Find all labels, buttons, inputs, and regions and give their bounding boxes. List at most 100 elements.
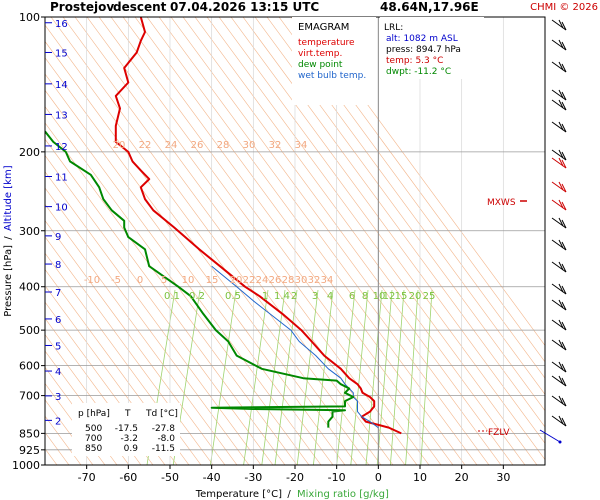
adiabat-label: 15 [206, 275, 219, 286]
y-tick-label: 100 [19, 11, 40, 24]
wind-barb [551, 39, 567, 51]
dry-adiabat [45, 138, 286, 465]
adiabat-label: 32 [308, 275, 321, 286]
mixing-ratio-line [405, 289, 419, 465]
wind-barb-flag [558, 217, 564, 227]
y-tick-label: 500 [19, 324, 40, 337]
mixing-ratio-line [365, 289, 383, 465]
x-tick-label: -40 [203, 471, 221, 484]
x-tick-label: 20 [455, 471, 469, 484]
wind-barb-flag [561, 321, 567, 331]
dry-adiabat [218, 17, 545, 461]
y-tick-label: 850 [19, 427, 40, 440]
wind-barb-flag [561, 397, 567, 407]
dry-adiabat [110, 17, 442, 465]
altitude-tick-label: 9 [55, 232, 61, 243]
table-cell: 0.9 [124, 444, 139, 454]
mixing-ratio-label: 12 [383, 291, 396, 302]
y-tick-label: 1000 [12, 459, 40, 472]
y-tick-label: 600 [19, 360, 40, 373]
lrl-box: LRL: alt: 1082 m ASL press: 894.7 hPa te… [380, 17, 484, 79]
dry-adiabat [182, 17, 514, 465]
profile-lines [45, 17, 402, 435]
lrl-dwpt: dwpt: -11.2 °C [386, 67, 451, 77]
dry-adiabat [45, 236, 214, 465]
adiabat-label: 30 [295, 275, 308, 286]
wind-barb [551, 199, 567, 211]
x-tick-label: 10 [413, 471, 427, 484]
wind-barb-flag [561, 377, 567, 387]
y-axis-label-altitude: Altitude [km] [3, 165, 14, 231]
altitude-tick-label: 3 [55, 392, 61, 403]
mixing-ratio-label: 1.4 [274, 291, 290, 302]
altitude-tick-label: 2 [55, 416, 61, 427]
mxws-marker: MXWS [487, 198, 527, 208]
table-cell: -27.8 [152, 424, 176, 434]
fzlv-marker: FZLV [478, 428, 510, 438]
dry-adiabat [45, 203, 238, 465]
mixing-ratio-label: 1 [262, 291, 268, 302]
wind-barb [551, 99, 567, 111]
adiabat-label: 28 [217, 140, 230, 151]
adiabat-label: 34 [321, 275, 334, 286]
lrl-temp: temp: 5.3 °C [386, 56, 443, 66]
wind-barb-flag [558, 415, 564, 425]
x-tick-label: -30 [244, 471, 262, 484]
lrl-title: LRL: [384, 23, 403, 33]
table-header-td: Td [°C] [145, 409, 178, 419]
wind-barb-flag [561, 301, 567, 311]
wind-barb-flag [558, 375, 564, 385]
wind-barb-flag [558, 157, 564, 167]
table-row: 850 0.9 -11.5 [85, 444, 175, 454]
x-tick-label: -70 [78, 471, 96, 484]
x-tick-label: 0 [375, 471, 382, 484]
mixing-ratio-line [336, 289, 356, 465]
wind-barb-flag [561, 123, 567, 133]
wind-barb [551, 217, 567, 229]
wind-barb [551, 299, 567, 311]
station-name: Prostejov [50, 0, 114, 14]
legend-temperature: temperature [298, 38, 355, 48]
adiabat-label: -10 [84, 275, 100, 286]
table-cell: -3.2 [120, 434, 138, 444]
mixing-ratio-line [390, 289, 405, 465]
wind-barb-flag [561, 101, 567, 111]
mixing-ratio-line [274, 289, 298, 465]
dry-adiabat [45, 24, 370, 465]
adiabat-label: 32 [269, 140, 282, 151]
wind-barb-flag [561, 263, 567, 273]
dry-adiabat [45, 57, 346, 465]
table-row: 500 -17.5 -27.8 [85, 424, 175, 434]
dry-adiabat [45, 317, 154, 465]
y-axis-separator: / [3, 236, 14, 240]
wind-barb-dot [558, 440, 562, 444]
coordinates: 48.64N,17.96E [380, 0, 479, 14]
mixing-ratio-label: 8 [362, 291, 368, 302]
dry-adiabat [45, 301, 166, 465]
wind-barb [551, 415, 567, 427]
series-temperature [114, 17, 402, 435]
wind-barb [539, 429, 561, 443]
y-tick-label: 700 [19, 390, 40, 403]
table-cell: 700 [85, 434, 102, 444]
mixing-ratio-line [313, 289, 334, 465]
wind-barb-flag [558, 99, 564, 109]
wind-barb-flag [558, 149, 564, 159]
x-axis-label-mixing: Mixing ratio [g/kg] [297, 489, 389, 500]
datetime: 07.04.2026 13:15 UTC [170, 0, 319, 14]
x-tick-label: 30 [496, 471, 510, 484]
adiabat-label: 30 [243, 140, 256, 151]
wind-barb [551, 395, 567, 407]
table-header-p: p [hPa] [78, 409, 110, 419]
wind-barb-flag [558, 239, 564, 249]
mixing-ratio-line [296, 289, 319, 465]
dry-adiabat [45, 350, 130, 465]
wind-barb [551, 361, 567, 373]
dry-adiabat [45, 285, 178, 465]
mixing-ratio-label: 20 [409, 291, 422, 302]
dry-adiabat [45, 40, 358, 465]
legend-dew-point: dew point [298, 60, 343, 70]
wind-barb [551, 19, 567, 31]
wind-barb-flag [558, 199, 564, 209]
dry-adiabat [74, 17, 406, 465]
